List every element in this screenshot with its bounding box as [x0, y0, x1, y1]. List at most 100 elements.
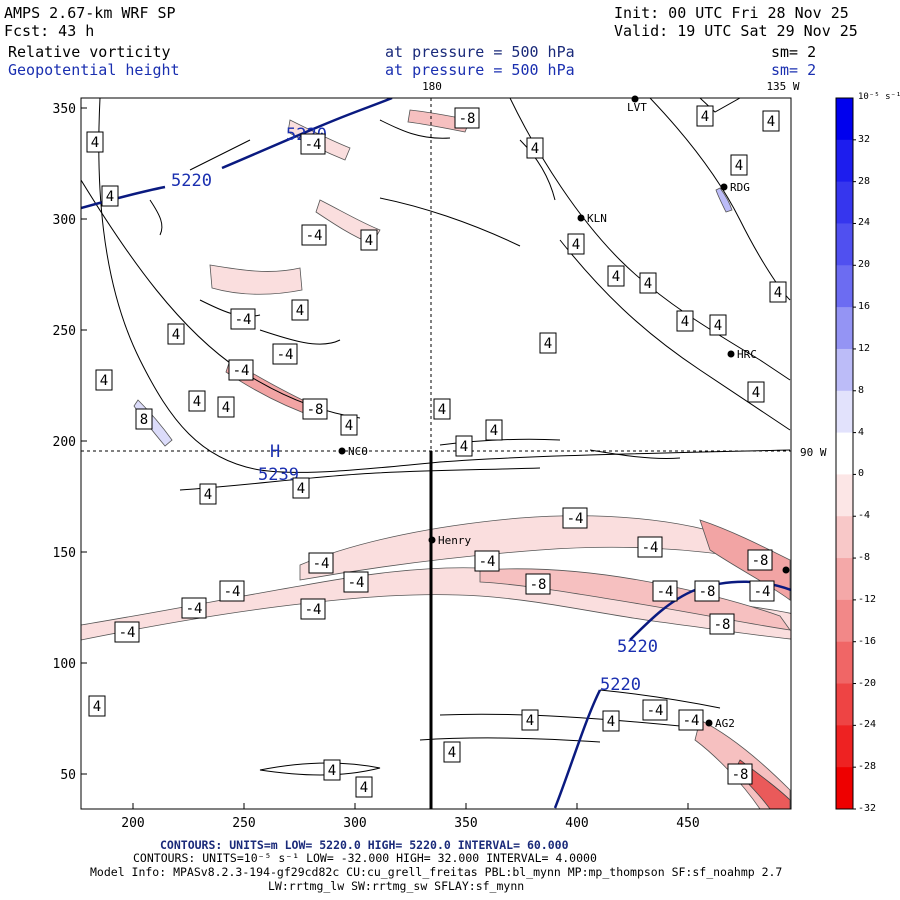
svg-text:-4: -4: [277, 347, 294, 363]
vorticity-contour-label: 4: [747, 381, 765, 403]
colorbar-swatch: [836, 641, 853, 685]
vorticity-contour-label: 4: [526, 137, 544, 159]
vort-contour: [259, 762, 381, 776]
y-tick-label: 100: [53, 657, 76, 672]
station-label-kln: KLN: [587, 212, 607, 225]
vort-contour: [599, 689, 721, 709]
vorticity-contour-label: 4: [433, 398, 451, 420]
svg-text:4: 4: [735, 158, 743, 174]
svg-text:4: 4: [345, 418, 353, 434]
vort-contour: [559, 239, 791, 431]
init-time: Init: 00 UTC Fri 28 Nov 25: [614, 4, 849, 22]
axis-ticks: [81, 107, 689, 809]
vorticity-contour-label: 4: [167, 323, 185, 345]
colorbar-swatch: [836, 265, 853, 308]
vorticity-contour-label: -4: [219, 580, 245, 602]
field1-level: at pressure = 500 hPa: [385, 43, 575, 61]
footer-model-info: Model Info: MPASv8.2.3-194-gf29cd82c CU:…: [90, 865, 783, 879]
vort-contour: [519, 139, 556, 201]
svg-text:4: 4: [490, 423, 498, 439]
height-contour-label: 5220: [171, 171, 212, 191]
vorticity-contour-label: -4: [272, 343, 298, 365]
svg-text:-8: -8: [732, 767, 749, 783]
colorbar-label: -4: [858, 510, 871, 522]
colorbar-label: -8: [858, 552, 871, 564]
colorbar-label: -20: [858, 677, 877, 689]
colorbar-swatch: [836, 599, 853, 643]
vorticity-label-layer: 4 4 4 4 4 4 4 4 4 4 4 4 4 4 4 4 4 4 4 4 4 4 4 4 4 4 4 4 4 4 4 4 8 -4 -4 -4 -…: [86, 105, 787, 798]
svg-text:4: 4: [714, 318, 722, 334]
vorticity-contour-label: -8: [694, 580, 720, 602]
colorbar-swatch: [836, 98, 853, 141]
svg-text:4: 4: [172, 327, 180, 343]
meridian-label-90w: 90 W: [800, 446, 827, 459]
colorbar-swatch: [836, 474, 853, 517]
station-dot: [338, 447, 346, 455]
vorticity-contour-label: 4: [360, 229, 378, 251]
station-dot: [577, 214, 585, 222]
colorbar-swatch: [836, 307, 853, 350]
vort-contour: [189, 139, 251, 171]
vorticity-contour-label: 4: [485, 419, 503, 441]
vorticity-contour-label: 4: [340, 414, 358, 436]
vorticity-contour-label: -4: [230, 308, 256, 330]
vorticity-contour-label: -8: [709, 613, 735, 635]
colorbar-swatch: [836, 432, 853, 475]
svg-text:4: 4: [438, 402, 446, 418]
svg-text:-4: -4: [642, 540, 659, 556]
colorbar-label: -32: [858, 803, 877, 814]
vorticity-contour-label: -8: [727, 763, 753, 785]
vort-contour: [179, 467, 541, 491]
svg-text:4: 4: [328, 763, 336, 779]
field2-name: Geopotential height: [8, 61, 180, 79]
svg-text:-4: -4: [306, 228, 323, 244]
svg-text:4: 4: [91, 135, 99, 151]
station-dot: [720, 183, 728, 191]
field2-smoothing: sm= 2: [771, 61, 817, 79]
high-value-label: 5239: [258, 465, 299, 485]
vorticity-contour-label: -4: [474, 550, 500, 572]
svg-text:-4: -4: [186, 601, 203, 617]
vorticity-contour-label: -8: [454, 107, 480, 129]
y-tick-label: 150: [53, 546, 76, 561]
colorbar-label: -28: [858, 761, 877, 773]
vorticity-contour-label: 8: [135, 408, 153, 430]
svg-text:4: 4: [607, 714, 615, 730]
vort-contour: [149, 199, 163, 236]
svg-text:-4: -4: [683, 713, 700, 729]
vorticity-contour-label: 4: [696, 105, 714, 127]
vorticity-contour-label: -8: [747, 549, 773, 571]
colorbar-label: -12: [858, 593, 877, 605]
vorticity-contour-label: 4: [769, 281, 787, 303]
vorticity-contour-label: 4: [95, 369, 113, 391]
svg-text:-4: -4: [313, 556, 330, 572]
vorticity-contour-label: -4: [300, 133, 326, 155]
field1-smoothing: sm= 2: [771, 43, 817, 61]
pos-vort-blob: [715, 187, 733, 213]
model-title: AMPS 2.67-km WRF SP: [4, 4, 176, 22]
svg-text:4: 4: [701, 109, 709, 125]
height-contour-5220: [81, 185, 166, 210]
station-dot: [705, 719, 713, 727]
colorbar-label: 8: [858, 384, 865, 396]
station-label-nco: NCO: [348, 445, 368, 458]
colorbar-swatch: [836, 683, 853, 726]
vorticity-contour-label: 4: [676, 310, 694, 332]
vorticity-contour-label: 4: [217, 396, 235, 418]
colorbar-label: 16: [858, 301, 871, 313]
plot-frame: [80, 97, 792, 810]
colorbar-label: 32: [858, 133, 871, 145]
field2-level: at pressure = 500 hPa: [385, 61, 575, 79]
svg-text:4: 4: [448, 745, 456, 761]
footer-vort-contours: CONTOURS: UNITS=10⁻⁵ s⁻¹ LOW= -32.000 HI…: [133, 851, 597, 865]
colorbar-swatch: [836, 558, 853, 601]
vorticity-contour-label: 4: [539, 332, 557, 354]
vorticity-contour-label: 4: [88, 695, 106, 717]
station-dot: [631, 95, 639, 103]
high-marker: H: [270, 442, 280, 462]
svg-text:4: 4: [460, 439, 468, 455]
station-dot: [428, 536, 436, 544]
colorbar-label: 0: [858, 468, 865, 480]
station-label-rdg: RDG: [730, 181, 750, 194]
